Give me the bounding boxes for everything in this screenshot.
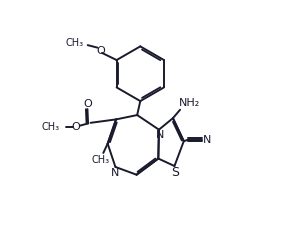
Text: O: O xyxy=(84,98,92,108)
Text: N: N xyxy=(202,134,211,144)
Text: CH₃: CH₃ xyxy=(92,155,110,165)
Text: O: O xyxy=(96,46,105,56)
Text: N: N xyxy=(111,168,119,178)
Text: CH₃: CH₃ xyxy=(41,122,59,132)
Text: CH₃: CH₃ xyxy=(66,38,84,48)
Text: O: O xyxy=(71,122,80,132)
Text: NH₂: NH₂ xyxy=(178,98,200,108)
Text: N: N xyxy=(156,130,164,140)
Text: S: S xyxy=(171,166,179,179)
